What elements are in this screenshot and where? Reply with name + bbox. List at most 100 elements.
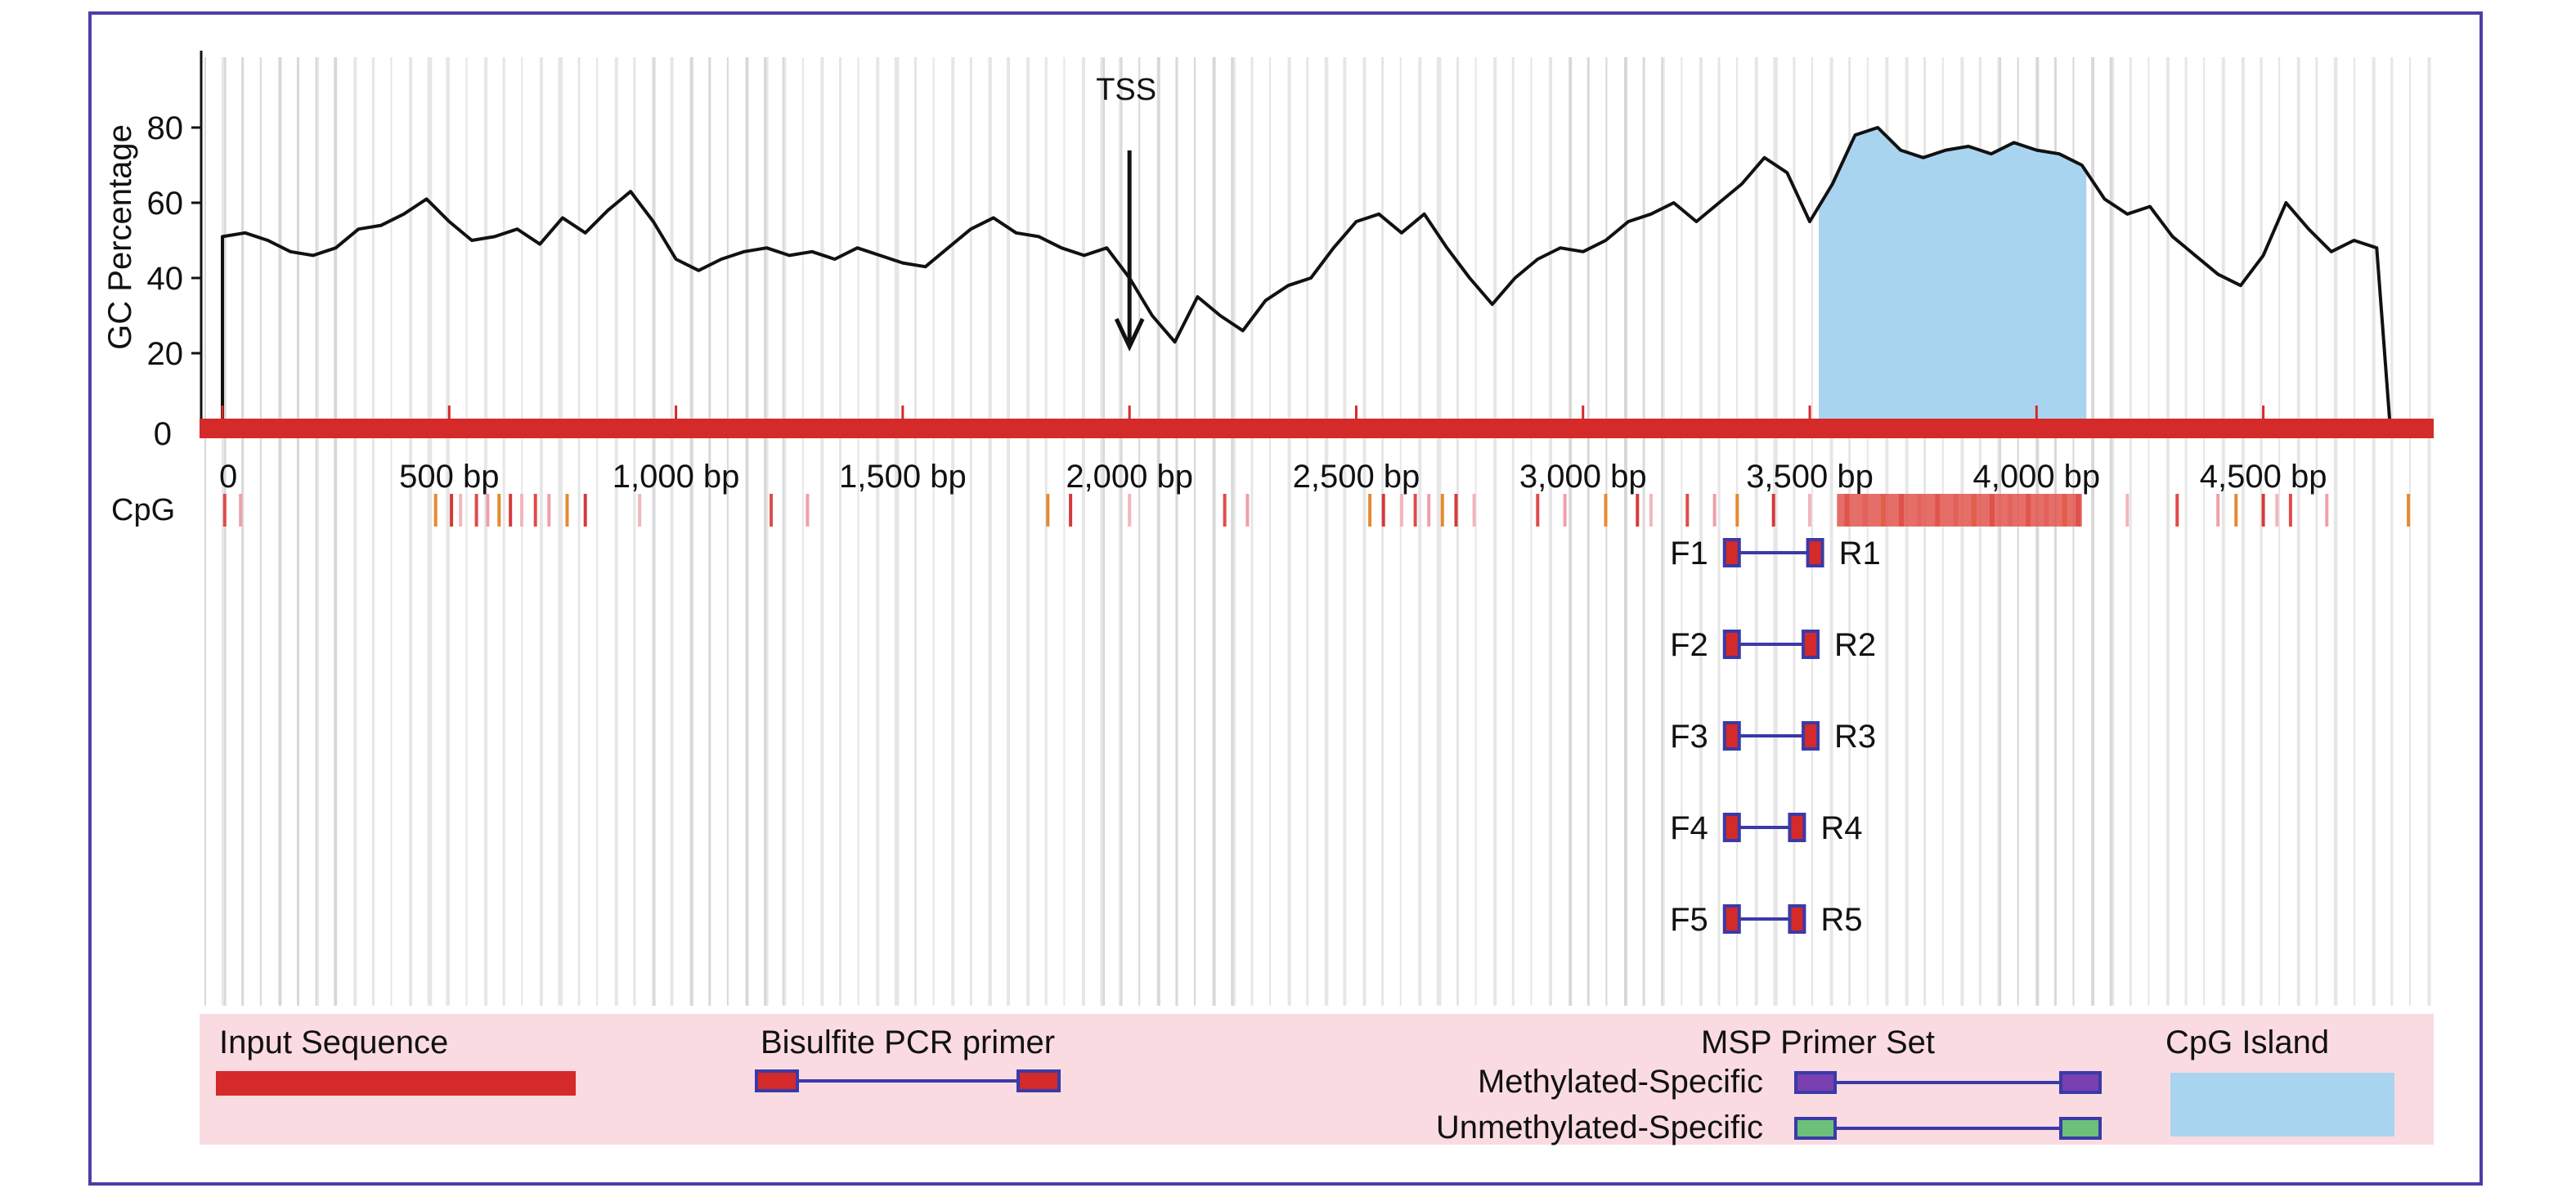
- background-site-line: [969, 57, 972, 1006]
- cpg-site: [2325, 494, 2329, 527]
- legend-unmethylated-label: Unmethylated-Specific: [1436, 1110, 1763, 1145]
- x-tick-label-2000: 2,000 bp: [1066, 459, 1193, 495]
- tss-marker: TSS: [1096, 73, 1156, 352]
- cpg-site-track: [222, 494, 2411, 527]
- background-site-line: [1866, 57, 1869, 1006]
- background-site-line: [1568, 57, 1573, 1006]
- background-site-line: [1044, 57, 1048, 1006]
- cpg-site: [459, 494, 463, 527]
- x-tick-label-1000: 1,000 bp: [613, 459, 740, 495]
- cpg-site: [2275, 494, 2279, 527]
- cpg-site: [1128, 494, 1132, 527]
- background-site-line: [2166, 57, 2170, 1006]
- background-site-line: [765, 57, 769, 1006]
- background-site-line: [1326, 57, 1329, 1006]
- legend-cpg-island-swatch: [2170, 1073, 2394, 1136]
- cpg-track-label: CpG: [111, 493, 175, 527]
- background-site-line: [2335, 57, 2338, 1006]
- cpg-site: [1413, 494, 1417, 527]
- cpg-site: [1223, 494, 1227, 527]
- reverse-primer-mark: [1802, 721, 1820, 751]
- background-site-line: [2091, 57, 2095, 1006]
- cpg-site: [547, 494, 551, 527]
- background-site-line: [1586, 57, 1590, 1006]
- background-site-line: [1456, 57, 1459, 1006]
- background-site-line: [839, 57, 841, 1006]
- x-tick-label-4000: 4,000 bp: [1972, 459, 2100, 495]
- background-site-line: [614, 57, 618, 1006]
- primer-pair-5: F5 R5: [1670, 902, 1862, 938]
- cpg-site: [770, 494, 773, 527]
- background-site-line: [1156, 57, 1160, 1006]
- cpg-site: [2125, 494, 2129, 527]
- background-site-line: [2129, 57, 2132, 1006]
- background-site-line: [1324, 57, 1326, 1006]
- forward-primer-mark: [1722, 904, 1741, 934]
- background-site-line: [2354, 57, 2356, 1006]
- legend-msp-label: MSP Primer Set: [1701, 1024, 1935, 1060]
- background-site-line: [502, 57, 505, 1006]
- background-site-line: [2109, 57, 2112, 1006]
- cpg-site: [239, 494, 243, 527]
- background-site-line: [820, 57, 824, 1006]
- background-site-line: [1212, 57, 1216, 1006]
- legend-unmethylated-swatch: [1794, 1117, 2102, 1140]
- background-site-line: [539, 57, 543, 1006]
- cpg-site: [1771, 494, 1775, 527]
- forward-primer-label: F4: [1670, 810, 1708, 846]
- background-site-line: [1399, 57, 1402, 1006]
- background-site-line: [1848, 57, 1851, 1006]
- background-site-line: [1138, 57, 1141, 1006]
- background-site-line: [559, 57, 563, 1006]
- legend-input-sequence-label: Input Sequence: [219, 1024, 448, 1060]
- legend-bisulfite-swatch: [755, 1069, 1061, 1092]
- background-site-line: [1941, 57, 1944, 1006]
- y-axis-label: GC Percentage: [102, 124, 138, 350]
- background-site-line: [334, 57, 338, 1006]
- y-tick-label-40: 40: [147, 261, 184, 297]
- background-site-line: [2147, 57, 2150, 1006]
- background-site-line: [2315, 57, 2318, 1006]
- background-site-line: [1811, 57, 1813, 1006]
- background-site-line: [633, 57, 636, 1006]
- background-site-line: [932, 57, 935, 1006]
- cpg-site: [509, 494, 513, 527]
- cpg-site: [565, 494, 569, 527]
- background-site-line: [259, 57, 262, 1006]
- cpg-site: [2216, 494, 2220, 527]
- background-site-line: [1362, 57, 1367, 1006]
- background-site-line: [857, 57, 859, 1006]
- cpg-site: [1808, 494, 1811, 527]
- background-site-line: [447, 57, 450, 1006]
- reverse-primer-label: R5: [1820, 902, 1862, 938]
- figure-frame: [88, 11, 2483, 1186]
- background-site-line: [1081, 57, 1085, 1006]
- background-site-line: [222, 57, 227, 1006]
- primer-pair-4: F4 R4: [1670, 810, 1862, 846]
- background-site-line: [1175, 57, 1178, 1006]
- background-site-line: [1100, 57, 1103, 1006]
- background-site-line: [371, 57, 375, 1006]
- background-site-line: [2184, 57, 2188, 1006]
- background-site-line: [1120, 57, 1123, 1006]
- background-site-line: [708, 57, 711, 1006]
- background-site-line: [1999, 57, 2002, 1006]
- tss-arrow-head: [1114, 317, 1145, 352]
- background-site-line: [894, 57, 897, 1006]
- background-site-line: [1287, 57, 1291, 1006]
- cpg-site: [474, 494, 478, 527]
- background-site-line: [2203, 57, 2206, 1006]
- legend-input-sequence-swatch: [216, 1071, 576, 1096]
- background-site-line: [1997, 57, 1999, 1006]
- background-site-line: [1269, 57, 1271, 1006]
- background-site-line: [1493, 57, 1497, 1006]
- background-site-line: [1343, 57, 1347, 1006]
- legend: Input Sequence Bisulfite PCR primer MSP …: [200, 1014, 2434, 1145]
- primer-pair-3: F3 R3: [1670, 719, 1876, 755]
- background-site-line: [1642, 57, 1645, 1006]
- cpg-site: [1440, 494, 1444, 527]
- legend-methylated-label: Methylated-Specific: [1478, 1064, 1763, 1100]
- background-site-line: [2390, 57, 2394, 1006]
- cpg-site: [497, 494, 501, 527]
- background-site-line: [1793, 57, 1796, 1006]
